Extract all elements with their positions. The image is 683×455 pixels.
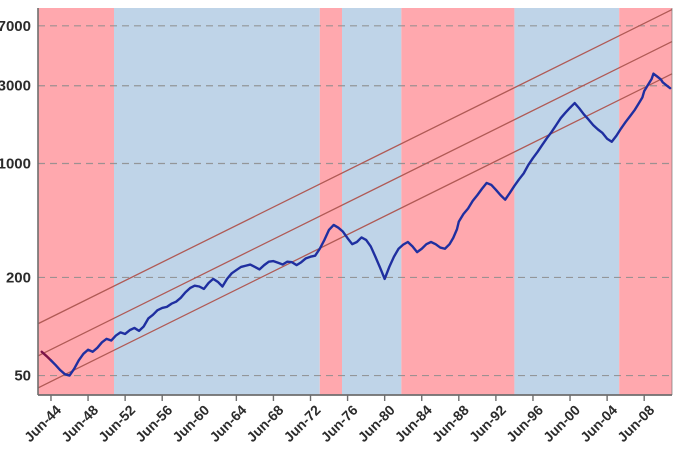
x-tick-label-Jun-60: Jun-60: [169, 402, 212, 445]
x-tick-label-Jun-96: Jun-96: [503, 402, 546, 445]
x-axis-ticks: [50, 395, 645, 401]
background-band-blue-5: [514, 8, 620, 395]
y-tick-label-50: 50: [14, 368, 31, 385]
x-tick-label-Jun-08: Jun-08: [614, 402, 657, 445]
x-tick-label-Jun-88: Jun-88: [429, 402, 472, 445]
series-segment-1: [49, 72, 672, 377]
background-band-red-4: [401, 8, 515, 395]
background-bands: [38, 8, 672, 395]
y-tick-label-200: 200: [6, 269, 31, 286]
y-axis-tick-labels: 50 200 1000 3000 7000: [0, 18, 31, 385]
gridlines: [38, 25, 672, 377]
x-tick-label-Jun-48: Jun-48: [58, 402, 101, 445]
background-band-blue-3: [342, 8, 402, 395]
x-tick-label-Jun-92: Jun-92: [466, 402, 509, 445]
trend-line-lower: [37, 73, 673, 389]
x-tick-label-Jun-76: Jun-76: [317, 402, 360, 445]
background-band-red-6: [619, 8, 672, 395]
trend-channel-lines: [37, 9, 673, 389]
series-segment-0: [40, 350, 53, 362]
plot-border: [37, 8, 673, 396]
x-tick-label-Jun-00: Jun-00: [540, 402, 583, 445]
x-tick-label-Jun-72: Jun-72: [280, 402, 323, 445]
x-tick-label-Jun-68: Jun-68: [243, 402, 286, 445]
y-tick-label-1000: 1000: [0, 155, 31, 172]
x-tick-label-Jun-56: Jun-56: [132, 402, 175, 445]
x-axis-tick-labels: Jun-44Jun-48Jun-52Jun-56Jun-60Jun-64Jun-…: [21, 402, 658, 445]
data-series-line: [40, 72, 672, 377]
x-tick-label-Jun-04: Jun-04: [577, 402, 620, 445]
x-tick-label-Jun-84: Jun-84: [392, 402, 435, 445]
x-tick-label-Jun-80: Jun-80: [355, 402, 398, 445]
trend-line-upper: [37, 9, 673, 325]
background-band-red-0: [38, 8, 115, 395]
x-tick-label-Jun-64: Jun-64: [206, 402, 249, 445]
x-tick-label-Jun-44: Jun-44: [21, 402, 64, 445]
trend-line-middle: [37, 41, 673, 357]
background-band-blue-1: [114, 8, 320, 395]
background-band-red-2: [319, 8, 343, 395]
y-tick-label-7000: 7000: [0, 18, 31, 35]
x-tick-label-Jun-52: Jun-52: [95, 402, 138, 445]
y-tick-label-3000: 3000: [0, 78, 31, 95]
